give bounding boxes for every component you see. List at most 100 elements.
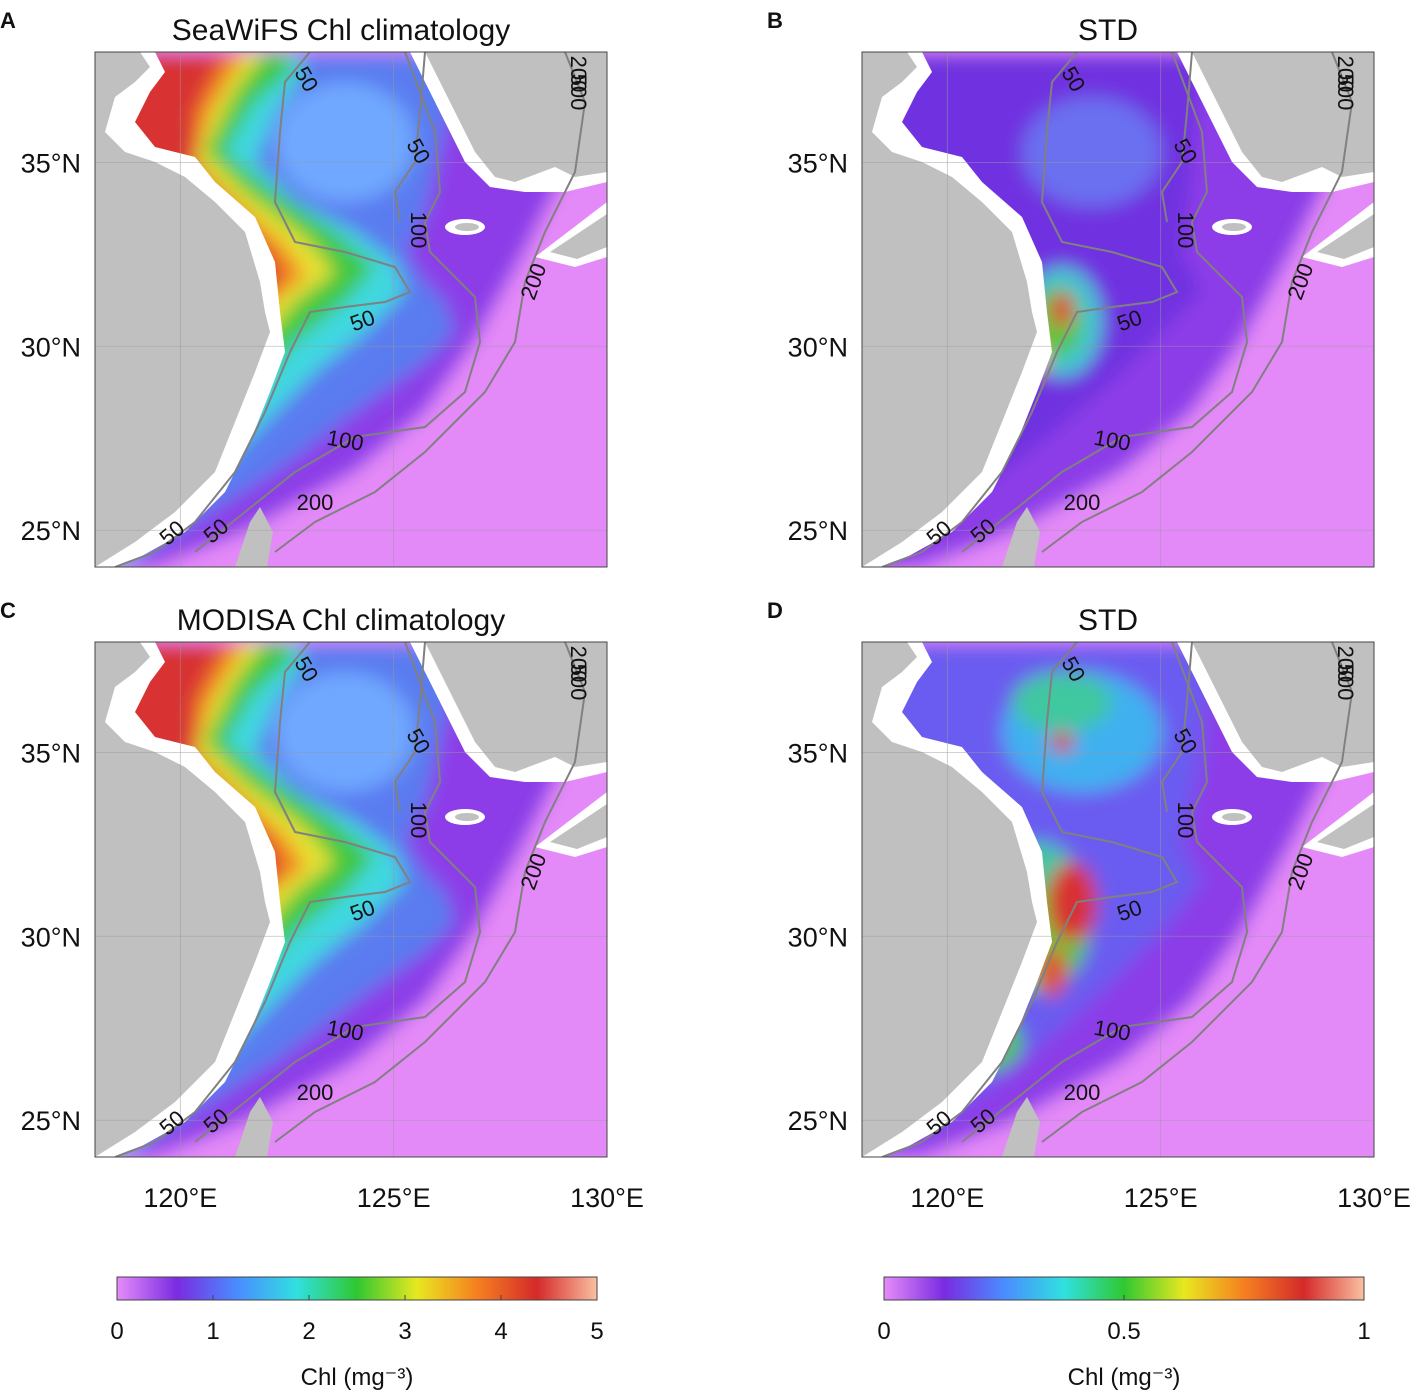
colorbar-tick-label: 3 (398, 1318, 411, 1345)
colorbar-tick-label: 5 (590, 1318, 603, 1345)
island (1222, 223, 1246, 231)
isobath (961, 52, 1249, 553)
colorbar-tick-label: 0 (110, 1318, 123, 1345)
colorbar-tick-label: 1 (1357, 1318, 1370, 1345)
isobath (961, 642, 1249, 1143)
y-tick-label: 30°N (21, 922, 81, 952)
y-tick-label: 30°N (788, 332, 848, 362)
land (425, 52, 607, 182)
panel-title: SeaWiFS Chl climatology (172, 14, 510, 47)
y-tick-label: 35°N (788, 738, 848, 768)
contour-label: 200 (297, 490, 334, 515)
y-tick-label: 25°N (21, 1106, 81, 1136)
contour-label: 100 (1173, 802, 1198, 839)
panel-title: MODISA Chl climatology (177, 604, 505, 637)
island (455, 223, 479, 231)
land (862, 642, 1037, 1157)
x-tick-label: 130°E (1337, 1183, 1411, 1213)
contour-label: 200 (566, 56, 591, 93)
y-tick-label: 30°N (788, 922, 848, 952)
isobath (274, 642, 587, 1143)
land (550, 804, 607, 849)
panel-title: STD (1078, 604, 1138, 637)
land (425, 642, 607, 772)
isobath (194, 52, 482, 553)
chl-patch (1047, 862, 1097, 942)
contour-label: 200 (297, 1080, 334, 1105)
contour-label: 500 (1333, 74, 1358, 111)
panel-letter: D (767, 598, 783, 623)
land (1317, 214, 1374, 259)
map-frame (94, 641, 608, 1158)
panel-letter: A (0, 8, 16, 33)
contour-label: 200 (1064, 1080, 1101, 1105)
colorbar-tick-label: 1 (206, 1318, 219, 1345)
x-tick-label: 120°E (910, 1183, 984, 1213)
contour-label: 500 (566, 664, 591, 701)
contour-label: 200 (1333, 56, 1358, 93)
contour-label: 100 (406, 802, 431, 839)
panel-letter: C (0, 598, 16, 623)
land (235, 1097, 273, 1157)
y-tick-label: 35°N (21, 148, 81, 178)
chl-patch (1050, 732, 1074, 752)
contour-label: 200 (1333, 646, 1358, 683)
panel-letter: B (767, 8, 783, 33)
contour-label: 200 (566, 646, 591, 683)
contour-label: 100 (1173, 212, 1198, 249)
chl-patch (275, 672, 415, 792)
isobath (1160, 52, 1193, 223)
isobath (1160, 642, 1193, 813)
chl-patch (275, 82, 415, 202)
map-frame (94, 51, 608, 568)
y-tick-label: 35°N (788, 148, 848, 178)
colorbar-tick-label: 4 (494, 1318, 507, 1345)
land (1317, 804, 1374, 849)
isobath (1041, 642, 1354, 1143)
contour-label: 200 (1064, 490, 1101, 515)
panel-title: STD (1078, 14, 1138, 47)
map-frame (861, 51, 1375, 568)
colorbar-tick-label: 2 (302, 1318, 315, 1345)
island (1222, 813, 1246, 821)
chl-patch (1022, 97, 1162, 207)
x-tick-label: 120°E (143, 1183, 217, 1213)
colorbar-tick-label: 0.5 (1107, 1318, 1140, 1345)
y-tick-label: 25°N (788, 1106, 848, 1136)
land (862, 52, 1037, 567)
chl-patch (1050, 292, 1074, 328)
land (1002, 507, 1040, 567)
land (95, 52, 270, 567)
contour-label: 500 (566, 74, 591, 111)
x-tick-label: 125°E (1124, 1183, 1198, 1213)
land (1192, 52, 1374, 182)
island (455, 813, 479, 821)
colorbar-label: Chl (mg⁻³) (301, 1364, 414, 1391)
land (235, 507, 273, 567)
colorbar-tick-label: 0 (877, 1318, 890, 1345)
isobath (194, 642, 482, 1143)
map-frame (861, 641, 1375, 1158)
y-tick-label: 25°N (788, 516, 848, 546)
land (550, 214, 607, 259)
contour-label: 100 (406, 212, 431, 249)
x-tick-label: 130°E (570, 1183, 644, 1213)
y-tick-label: 25°N (21, 516, 81, 546)
isobath (881, 642, 1179, 1157)
isobath (881, 52, 1179, 567)
y-tick-label: 30°N (21, 332, 81, 362)
isobath (1041, 52, 1354, 553)
colorbar (116, 1276, 598, 1301)
colorbar-label: Chl (mg⁻³) (1068, 1364, 1181, 1391)
land (1002, 1097, 1040, 1157)
land (95, 642, 270, 1157)
isobath (114, 642, 412, 1157)
chl-patch (1012, 672, 1112, 732)
contour-label: 500 (1333, 664, 1358, 701)
land (1192, 642, 1374, 772)
